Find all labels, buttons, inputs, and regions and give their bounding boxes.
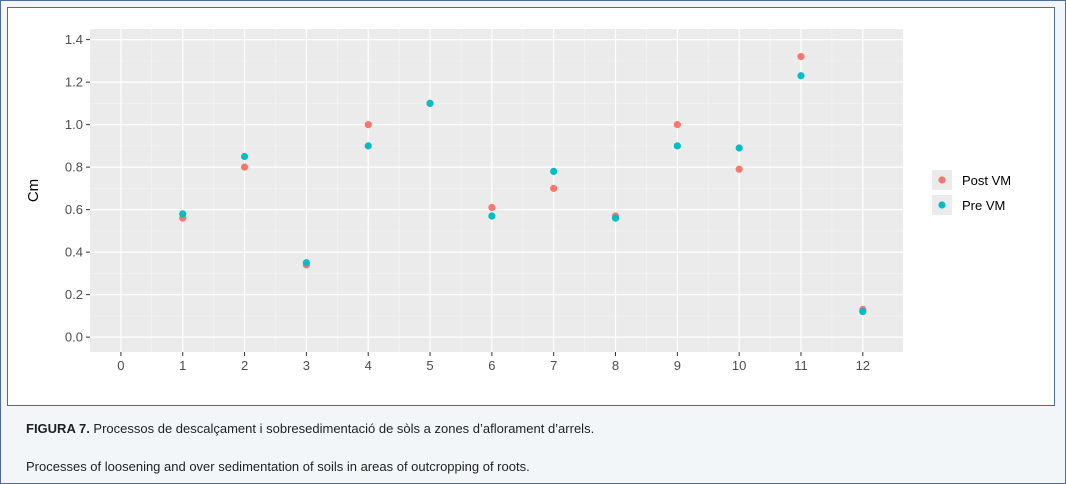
pre-vm-point bbox=[240, 152, 249, 161]
pre-vm-point bbox=[426, 99, 434, 107]
x-tick-label: 5 bbox=[426, 358, 433, 373]
x-tick-label: 1 bbox=[179, 358, 186, 373]
x-tick-label: 9 bbox=[674, 358, 681, 373]
x-tick-label: 4 bbox=[365, 358, 372, 373]
x-tick-label: 10 bbox=[732, 358, 746, 373]
post-vm-point bbox=[488, 203, 496, 212]
post-vm-point bbox=[364, 121, 372, 129]
pre-vm-point bbox=[735, 144, 743, 152]
data-points bbox=[179, 53, 867, 316]
x-tick-label: 11 bbox=[794, 358, 808, 373]
pre-vm-point bbox=[179, 210, 187, 218]
plot-panel bbox=[90, 29, 903, 352]
y-tick-label: 1.0 bbox=[65, 117, 83, 132]
y-tick-label: 0.8 bbox=[65, 160, 83, 175]
y-axis-label: Cm bbox=[25, 179, 42, 202]
pre-vm-point bbox=[611, 214, 620, 222]
x-tick-label: 2 bbox=[241, 358, 248, 373]
x-tick-label: 7 bbox=[550, 358, 557, 373]
caption-text-catalan: Processos de descalçament i sobresedimen… bbox=[89, 421, 595, 436]
x-tick-label: 3 bbox=[303, 358, 310, 373]
post-vm-point bbox=[240, 163, 249, 171]
x-tick-label: 8 bbox=[612, 358, 619, 373]
y-tick-label: 0.0 bbox=[65, 330, 83, 345]
pre-vm-point bbox=[302, 259, 310, 267]
figure-label: FIGURA 7. bbox=[26, 421, 90, 436]
plot-background bbox=[90, 29, 903, 352]
y-tick-label: 0.4 bbox=[65, 245, 83, 260]
post-vm-point bbox=[673, 121, 681, 129]
legend-label: Pre VM bbox=[962, 198, 1005, 213]
figure-caption: FIGURA 7. Processos de descalçament i so… bbox=[26, 421, 1046, 436]
legend: Post VM Pre VM bbox=[930, 163, 1042, 227]
axis-ticks: 0 1 2 3 4 5 6 7 8 9 10 11 120.00.20.40.60.81.01.21.4 bbox=[65, 32, 870, 373]
y-tick-label: 1.2 bbox=[65, 75, 83, 90]
pre-vm-point bbox=[797, 72, 805, 80]
legend-marker bbox=[938, 176, 946, 184]
caption-text-english: Processes of loosening and over sediment… bbox=[26, 459, 530, 474]
y-tick-label: 1.4 bbox=[65, 32, 83, 47]
pre-vm-point bbox=[488, 212, 496, 220]
post-vm-point bbox=[797, 53, 805, 61]
pre-vm-point bbox=[364, 142, 372, 150]
legend-label: Post VM bbox=[962, 173, 1011, 188]
pre-vm-point bbox=[673, 142, 681, 150]
x-tick-label: 0 bbox=[117, 358, 124, 373]
pre-vm-point bbox=[859, 308, 867, 316]
pre-vm-point bbox=[550, 167, 558, 175]
post-vm-point bbox=[735, 165, 743, 173]
gridlines bbox=[90, 29, 903, 352]
legend-marker bbox=[938, 201, 946, 209]
y-tick-label: 0.6 bbox=[65, 202, 83, 217]
scatter-chart: 0 1 2 3 4 5 6 7 8 9 10 11 120.00.20.40.60.81.01.21.4… bbox=[25, 29, 1042, 373]
x-tick-label: 12 bbox=[856, 358, 870, 373]
chart-frame: 0 1 2 3 4 5 6 7 8 9 10 11 12 0.0 0.2 0.4 0.6 0.8 1.0 1.2 1.4… bbox=[7, 7, 1055, 406]
x-tick-label: 6 bbox=[488, 358, 495, 373]
y-tick-label: 0.2 bbox=[65, 287, 83, 302]
post-vm-point bbox=[550, 184, 558, 192]
